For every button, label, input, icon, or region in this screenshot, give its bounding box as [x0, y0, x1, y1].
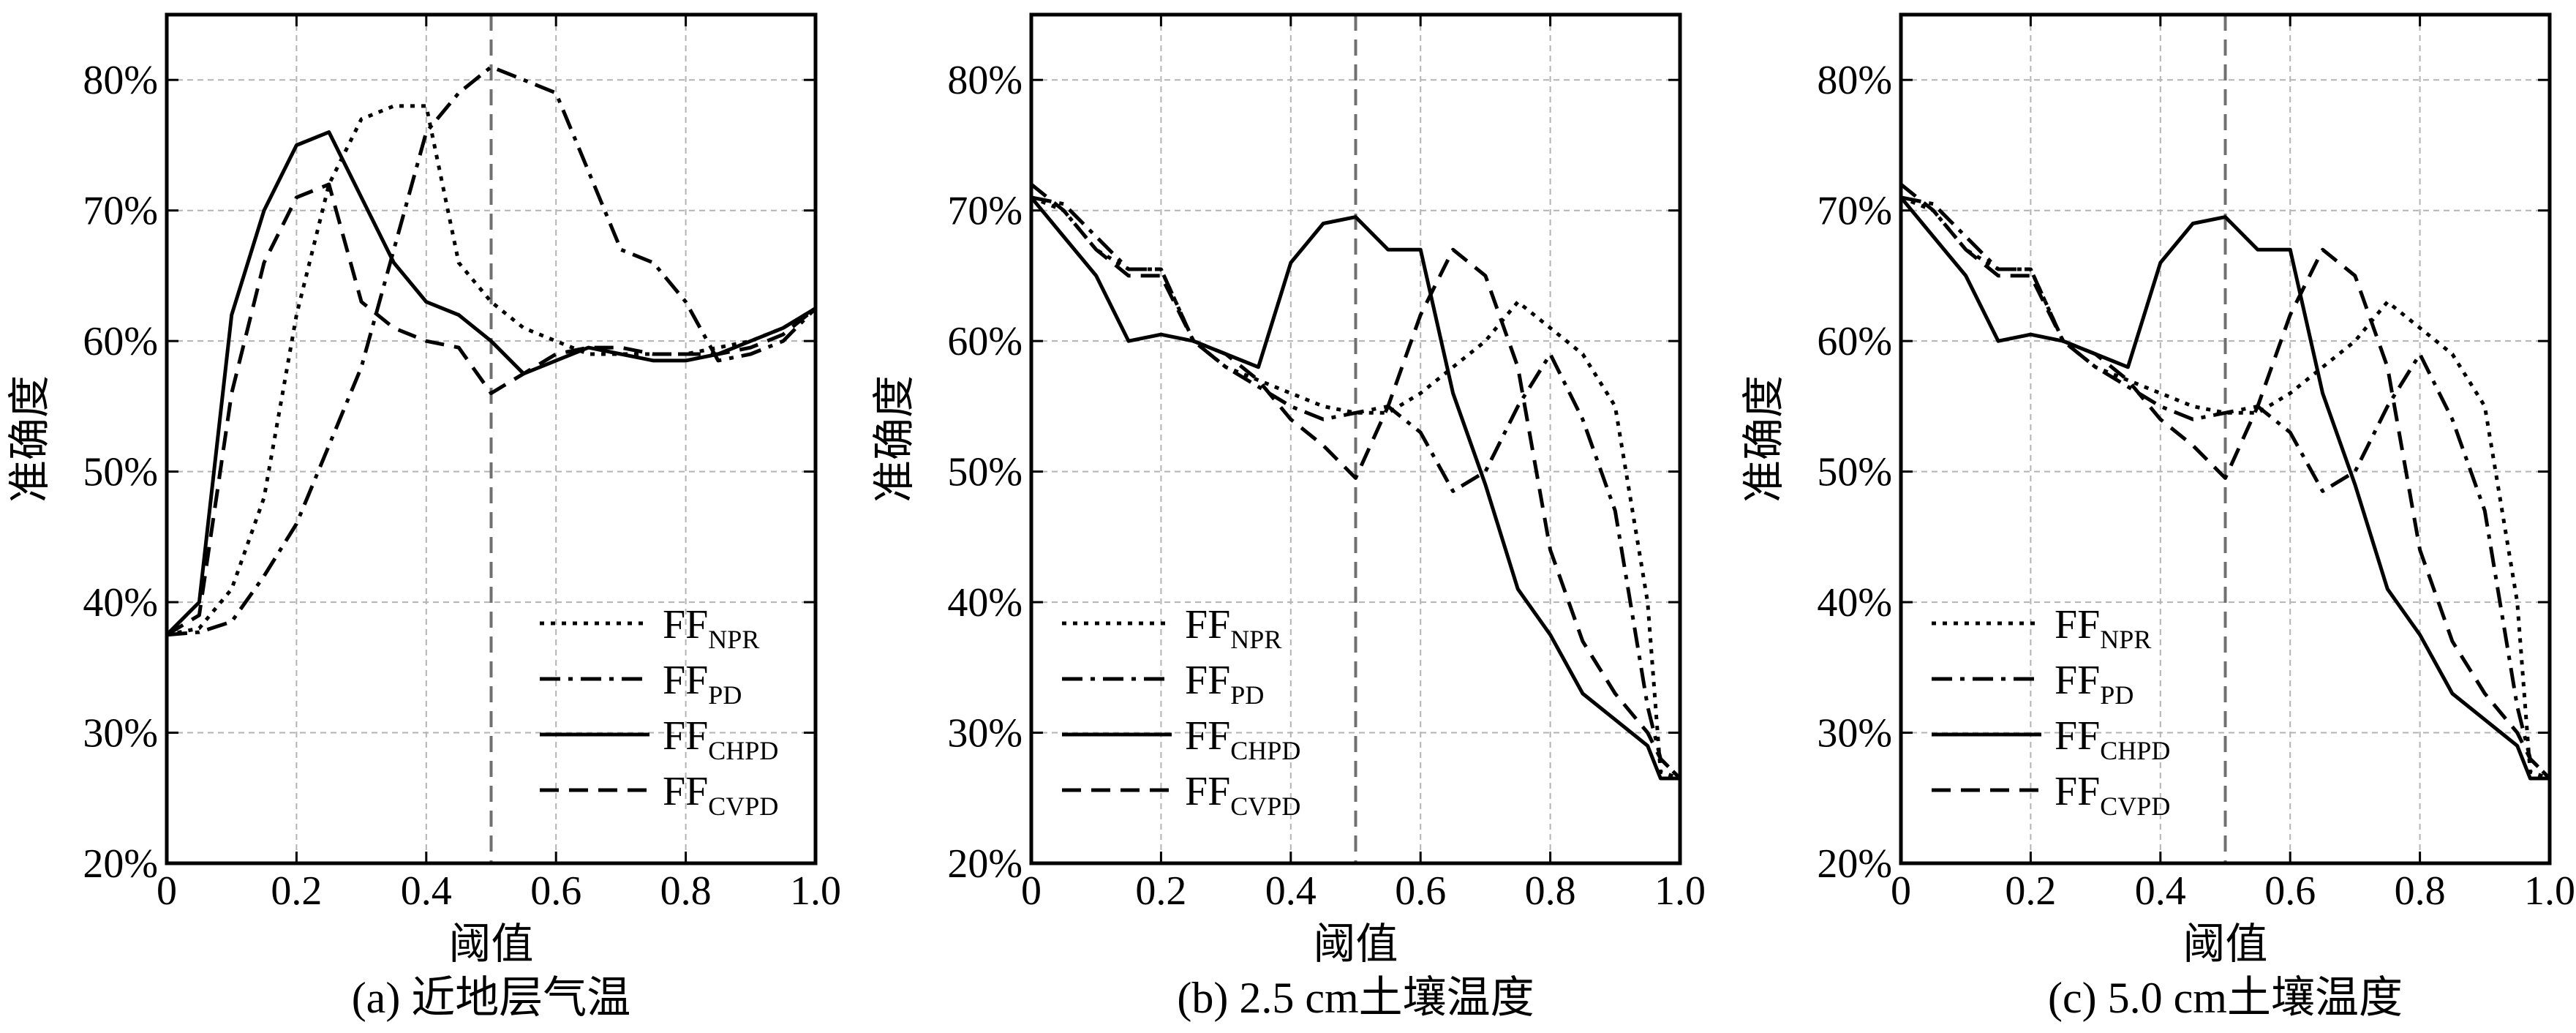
x-tick-label: 0.4	[1265, 868, 1317, 914]
legend-subscript: CHPD	[2100, 736, 2170, 765]
legend-subscript: PD	[1230, 680, 1264, 710]
series-line-chpd	[165, 130, 817, 636]
y-tick-label: 70%	[83, 189, 158, 234]
panel-caption: (a) 近地层气温	[352, 974, 631, 1022]
y-tick-label: 60%	[83, 319, 158, 364]
panel-c: 0 0.2 0.4 0.6 0.8 1.0 20% 30% 40% 50% 60% 70% 80% FFN…	[1739, 12, 2575, 1022]
series-line-chpd	[1899, 196, 2550, 781]
plot-frame	[1029, 12, 1682, 865]
x-tick-label: 0	[157, 868, 177, 914]
x-tick-label: 0.8	[2395, 868, 2446, 914]
legend-subscript: CVPD	[1230, 792, 1300, 821]
legend-subscript: CVPD	[2100, 792, 2170, 821]
y-tick-label: 60%	[947, 319, 1023, 364]
legend-subscript: NPR	[708, 625, 759, 654]
x-axis-label: 阈值	[448, 919, 533, 969]
plot-frame	[1899, 12, 2552, 865]
legend-label-npr: FFNPR	[1185, 602, 1281, 654]
y-tick-label: 80%	[1817, 58, 1892, 103]
y-tick-label: 80%	[83, 58, 158, 103]
panel-b: 0 0.2 0.4 0.6 0.8 1.0 20% 30% 40% 50% 60% 70% 80% FFN…	[869, 12, 1706, 1022]
series-line-npr	[1031, 195, 1681, 781]
series-line-npr	[166, 104, 817, 637]
legend-subscript: CVPD	[708, 792, 778, 821]
legend-subscript: PD	[708, 680, 742, 710]
x-tick-label: 0.6	[2264, 868, 2316, 914]
series-line-npr	[1900, 195, 2550, 781]
legend-label-npr: FFNPR	[2055, 602, 2151, 654]
legend-label-pd: FFPD	[1185, 658, 1264, 710]
legend-label-pd: FFPD	[2055, 658, 2134, 710]
y-axis-label: 准确度	[1739, 375, 1788, 503]
legend-label-npr: FFNPR	[663, 602, 759, 654]
panel-caption: (b) 2.5 cm土壤温度	[1177, 974, 1534, 1022]
y-tick-label: 30%	[83, 711, 158, 756]
y-tick-label: 20%	[1817, 841, 1892, 887]
y-axis-label: 准确度	[4, 375, 54, 503]
x-tick-label: 0.6	[1395, 868, 1446, 914]
series-line-cvpd	[1030, 183, 1681, 780]
x-tick-label: 0.4	[2135, 868, 2186, 914]
y-tick-label: 70%	[1817, 189, 1892, 234]
legend-subscript: CHPD	[708, 736, 778, 765]
y-tick-label: 50%	[83, 450, 158, 495]
y-tick-label: 70%	[947, 189, 1023, 234]
series-line-pd	[1031, 195, 1681, 780]
x-tick-label: 0	[1021, 868, 1042, 914]
y-tick-label: 40%	[947, 580, 1023, 626]
legend-label-cvpd: FFCVPD	[2055, 769, 2170, 821]
plot-frame	[165, 12, 818, 865]
x-tick-label: 0.2	[271, 868, 322, 914]
legend-subscript: CHPD	[1230, 736, 1300, 765]
x-tick-label: 0.2	[2005, 868, 2056, 914]
series-line-cvpd	[1899, 183, 2551, 780]
x-tick-label: 0.8	[1525, 868, 1576, 914]
y-tick-label: 30%	[1817, 711, 1892, 756]
legend-label-pd: FFPD	[663, 658, 742, 710]
x-tick-label: 0.6	[530, 868, 581, 914]
x-tick-label: 1.0	[790, 868, 841, 914]
x-axis-label: 阈值	[1313, 919, 1398, 969]
y-tick-label: 40%	[1817, 580, 1892, 626]
x-tick-label: 1.0	[1654, 868, 1706, 914]
y-tick-label: 30%	[947, 711, 1023, 756]
series-line-cvpd	[165, 182, 817, 636]
legend-label-chpd: FFCHPD	[1185, 713, 1300, 765]
y-tick-label: 20%	[83, 841, 158, 887]
y-axis-label: 准确度	[869, 375, 919, 503]
legend-label-chpd: FFCHPD	[2055, 713, 2170, 765]
y-tick-label: 60%	[1817, 319, 1892, 364]
x-tick-label: 0	[1891, 868, 1911, 914]
legend-label-cvpd: FFCVPD	[1185, 769, 1300, 821]
legend-subscript: NPR	[2100, 625, 2151, 654]
legend-label-cvpd: FFCVPD	[663, 769, 778, 821]
legend-label-chpd: FFCHPD	[663, 713, 778, 765]
legend-subscript: PD	[2100, 680, 2134, 710]
x-tick-label: 0.8	[660, 868, 712, 914]
legend-subscript: NPR	[1230, 625, 1281, 654]
series-line-pd	[166, 64, 817, 637]
y-tick-label: 80%	[947, 58, 1023, 103]
series-line-chpd	[1030, 196, 1680, 781]
y-tick-label: 50%	[1817, 450, 1892, 495]
series-line-pd	[1900, 195, 2551, 780]
y-tick-label: 20%	[947, 841, 1023, 887]
y-tick-label: 40%	[83, 580, 158, 626]
panel-caption: (c) 5.0 cm土壤温度	[2048, 974, 2403, 1022]
x-tick-label: 0.2	[1135, 868, 1186, 914]
y-tick-label: 50%	[947, 450, 1023, 495]
x-tick-label: 1.0	[2524, 868, 2575, 914]
x-tick-label: 0.4	[401, 868, 452, 914]
x-axis-label: 阈值	[2183, 919, 2267, 969]
panel-a: 0 0.2 0.4 0.6 0.8 1.0 20% 30% 40% 50% 60% 70% 80% FFN…	[4, 12, 841, 1022]
